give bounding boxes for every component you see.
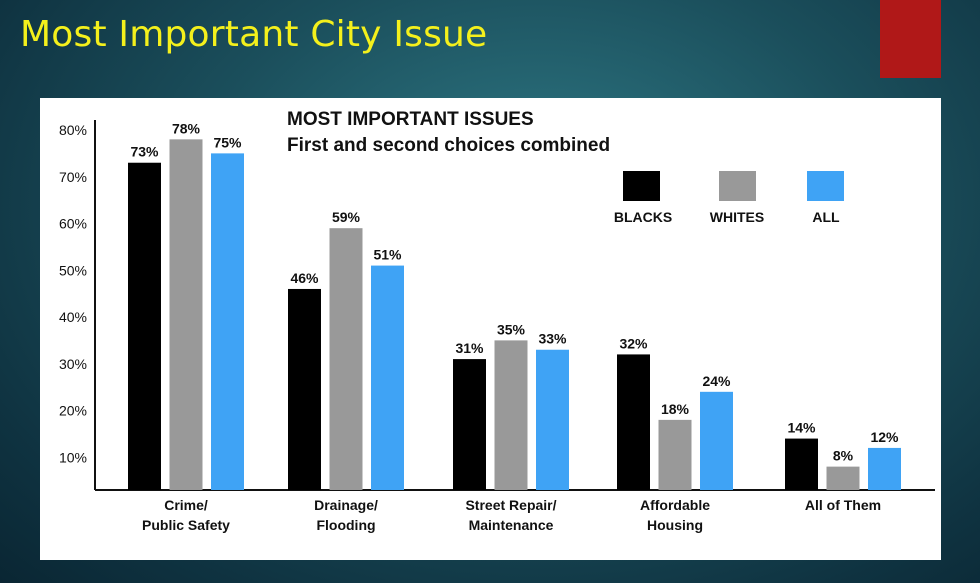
bar-whites xyxy=(494,340,528,490)
category-label: Street Repair/ xyxy=(465,497,556,513)
y-tick-label: 10% xyxy=(59,449,87,465)
bar-blacks xyxy=(128,162,161,490)
data-label: 73% xyxy=(130,144,159,160)
bar-whites xyxy=(169,139,203,490)
bar-whites xyxy=(658,419,692,490)
data-label: 46% xyxy=(290,270,319,286)
bar-whites xyxy=(329,228,363,490)
data-label: 14% xyxy=(787,420,816,436)
data-label: 12% xyxy=(870,429,899,445)
bar-all xyxy=(536,349,569,490)
legend-label-whites: WHITES xyxy=(710,209,764,225)
slide-title: Most Important City Issue xyxy=(20,14,488,55)
data-label: 59% xyxy=(332,209,361,225)
chart-title: MOST IMPORTANT ISSUES xyxy=(287,109,534,130)
legend-label-blacks: BLACKS xyxy=(614,209,672,225)
y-tick-label: 50% xyxy=(59,262,87,278)
legend-swatch-all xyxy=(807,171,844,201)
bar-blacks xyxy=(617,354,650,490)
data-label: 33% xyxy=(538,331,567,347)
category-label: All of Them xyxy=(805,497,881,513)
data-label: 78% xyxy=(172,120,201,136)
bar-chart: MOST IMPORTANT ISSUES First and second ch… xyxy=(59,109,935,533)
bar-blacks xyxy=(785,438,818,490)
data-label: 75% xyxy=(213,134,242,150)
chart-subtitle: First and second choices combined xyxy=(287,135,610,156)
category-label: Flooding xyxy=(316,517,375,533)
bar-all xyxy=(211,153,244,490)
legend-swatch-blacks xyxy=(623,171,660,201)
category-label: Affordable xyxy=(640,497,710,513)
category-label: Drainage/ xyxy=(314,497,378,513)
bar-all xyxy=(868,447,901,490)
chart-panel: MOST IMPORTANT ISSUES First and second ch… xyxy=(40,98,941,560)
category-label: Maintenance xyxy=(469,517,554,533)
data-label: 24% xyxy=(702,373,731,389)
category-label: Public Safety xyxy=(142,517,230,533)
bar-whites xyxy=(826,466,860,490)
data-label: 35% xyxy=(497,321,526,337)
y-tick-label: 20% xyxy=(59,403,87,419)
bar-all xyxy=(371,265,404,490)
legend-swatch-whites xyxy=(719,171,756,201)
y-tick-label: 30% xyxy=(59,356,87,372)
data-label: 51% xyxy=(373,247,402,263)
category-label: Crime/ xyxy=(164,497,208,513)
y-tick-label: 70% xyxy=(59,169,87,185)
data-label: 31% xyxy=(455,340,484,356)
y-tick-label: 80% xyxy=(59,122,87,138)
data-label: 18% xyxy=(661,401,690,417)
accent-block xyxy=(880,0,941,78)
bar-blacks xyxy=(288,288,321,490)
y-tick-label: 40% xyxy=(59,309,87,325)
data-label: 32% xyxy=(619,335,648,351)
legend-label-all: ALL xyxy=(812,209,840,225)
category-label: Housing xyxy=(647,517,703,533)
data-label: 8% xyxy=(833,448,854,464)
bar-blacks xyxy=(453,359,486,490)
bar-all xyxy=(700,391,733,490)
y-tick-label: 60% xyxy=(59,216,87,232)
